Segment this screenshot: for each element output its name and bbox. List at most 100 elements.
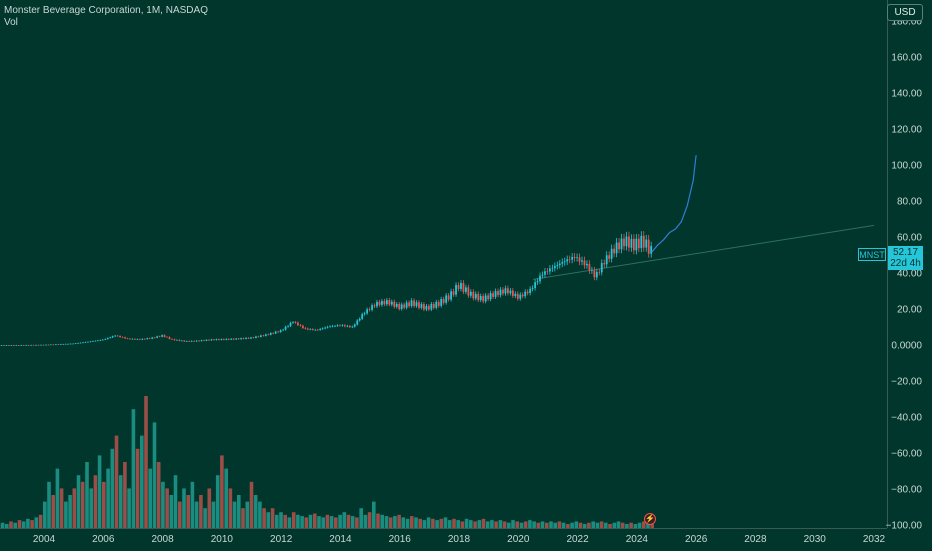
candle-body	[206, 340, 208, 341]
candle-body	[107, 338, 109, 339]
candle-body	[203, 340, 205, 341]
volume-bar	[309, 515, 313, 528]
candle-body	[369, 309, 371, 310]
chart-canvas[interactable]	[0, 0, 887, 528]
volume-bar	[617, 521, 621, 528]
volume-bar	[296, 515, 300, 528]
candle-body	[648, 240, 650, 254]
candle-body	[517, 294, 519, 299]
candle-body	[319, 329, 321, 330]
volume-bar	[212, 502, 216, 528]
volume-bar	[456, 520, 460, 528]
volume-bar	[435, 520, 439, 528]
volume-bar	[334, 517, 338, 528]
candle-body	[287, 326, 289, 327]
candle-body	[1, 345, 3, 346]
symbol-title[interactable]: Monster Beverage Corporation, 1M, NASDAQ	[4, 5, 208, 17]
currency-button[interactable]: USD	[887, 4, 923, 21]
candle-body	[529, 289, 531, 293]
volume-bar	[56, 469, 60, 528]
volume-bar	[60, 488, 64, 528]
candle-body	[174, 339, 176, 340]
candle-body	[460, 283, 462, 289]
price-tick: −80.00	[891, 485, 922, 496]
time-tick: 2008	[151, 534, 173, 545]
candle-body	[324, 328, 326, 329]
volume-bar	[246, 502, 250, 528]
candle-body	[433, 304, 435, 308]
candle-body	[208, 340, 210, 341]
volume-bar	[452, 519, 456, 528]
time-tick: 2030	[804, 534, 826, 545]
volume-bar	[393, 516, 397, 528]
candle-body	[129, 339, 131, 340]
candle-body	[23, 345, 25, 346]
candle-body	[337, 325, 339, 326]
candle-body	[201, 340, 203, 341]
candle-body	[3, 345, 5, 346]
chart-area[interactable]: Monster Beverage Corporation, 1M, NASDAQ…	[0, 0, 887, 528]
volume-bar	[170, 495, 174, 528]
candle-body	[421, 304, 423, 308]
candle-body	[285, 327, 287, 330]
candle-body	[307, 329, 309, 330]
candle-body	[220, 339, 222, 340]
candle-body	[149, 338, 151, 339]
volume-bar	[486, 521, 490, 528]
candle-body	[551, 268, 553, 269]
candle-body	[544, 271, 546, 274]
volume-indicator-label[interactable]: Vol	[4, 17, 208, 29]
candle-body	[574, 257, 576, 258]
time-tick: 2006	[92, 534, 114, 545]
candle-body	[213, 339, 215, 340]
earnings-event-icon[interactable]: ⚡	[644, 513, 656, 525]
candle-body	[480, 296, 482, 300]
candle-body	[181, 341, 183, 342]
candle-body	[171, 339, 173, 340]
volume-bar	[51, 495, 55, 528]
candle-body	[327, 327, 329, 328]
candle-body	[376, 302, 378, 306]
volume-bar	[444, 517, 448, 528]
volume-bar	[136, 449, 140, 528]
time-tick: 2012	[270, 534, 292, 545]
volume-bar	[22, 521, 26, 528]
candle-body	[349, 326, 351, 327]
candle-body	[638, 239, 640, 248]
candle-body	[6, 345, 8, 346]
candle-body	[542, 275, 544, 276]
volume-bar	[30, 520, 34, 528]
volume-bar	[68, 495, 72, 528]
candle-body	[114, 336, 116, 337]
volume-bar	[410, 516, 414, 528]
volume-bar	[35, 517, 39, 528]
volume-bar	[178, 502, 182, 528]
volume-bar	[203, 508, 207, 528]
candle-body	[117, 336, 119, 337]
candle-body	[75, 343, 77, 344]
volume-bar	[229, 488, 233, 528]
candle-body	[132, 339, 134, 340]
time-tick: 2022	[566, 534, 588, 545]
price-tick: 20.00	[897, 305, 922, 316]
candle-body	[458, 285, 460, 289]
candle-body	[470, 292, 472, 296]
volume-bar	[250, 482, 254, 528]
candle-body	[211, 339, 213, 340]
volume-bar	[423, 520, 427, 528]
candle-body	[425, 306, 427, 310]
candle-body	[317, 330, 319, 331]
time-tick: 2004	[33, 534, 55, 545]
volume-bar	[321, 517, 325, 528]
volume-bar	[351, 516, 355, 528]
volume-bar	[499, 520, 503, 528]
candle-body	[423, 304, 425, 309]
candle-body	[280, 330, 282, 332]
candle-body	[188, 341, 190, 342]
candle-body	[537, 281, 539, 282]
candle-body	[77, 343, 79, 344]
candle-body	[497, 291, 499, 295]
volume-bar	[148, 469, 152, 528]
candle-body	[119, 336, 121, 337]
